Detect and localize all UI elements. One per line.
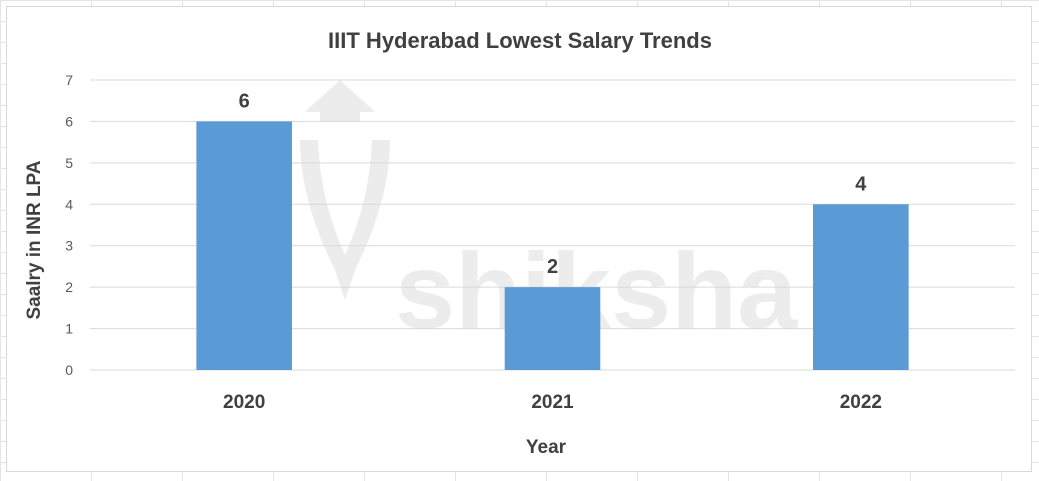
y-tick-label: 0: [65, 362, 73, 378]
y-tick-label: 1: [65, 321, 73, 337]
y-axis-title: Saalry in INR LPA: [24, 160, 45, 319]
y-tick-label: 3: [65, 238, 73, 254]
bar-2022[interactable]: [813, 204, 909, 370]
bars: [196, 121, 909, 370]
y-tick-label: 5: [65, 155, 73, 171]
x-tick-label-2020: 2020: [223, 392, 265, 413]
bar-2021[interactable]: [504, 287, 601, 370]
x-tick-label-2021: 2021: [531, 392, 574, 413]
data-label-2020: 6: [239, 90, 250, 112]
data-label-2021: 2: [547, 256, 558, 278]
graduation-cap-logo-icon: [300, 80, 390, 300]
x-tick-label-2022: 2022: [840, 392, 882, 413]
y-tick-label: 4: [65, 196, 73, 212]
y-tick-label: 6: [65, 113, 73, 129]
chart-title: IIIT Hyderabad Lowest Salary Trends: [328, 28, 712, 53]
x-axis-title: Year: [526, 437, 567, 458]
y-tick-label: 7: [65, 72, 73, 88]
x-axis-ticks: 2020 2021 2022: [223, 392, 882, 413]
bar-2020[interactable]: [196, 121, 292, 370]
y-tick-label: 2: [65, 279, 73, 295]
y-axis-ticks: 0 1 2 3 4 5 6 7: [65, 72, 73, 378]
data-labels: 6 2 4: [239, 90, 868, 278]
data-label-2022: 4: [855, 173, 867, 195]
